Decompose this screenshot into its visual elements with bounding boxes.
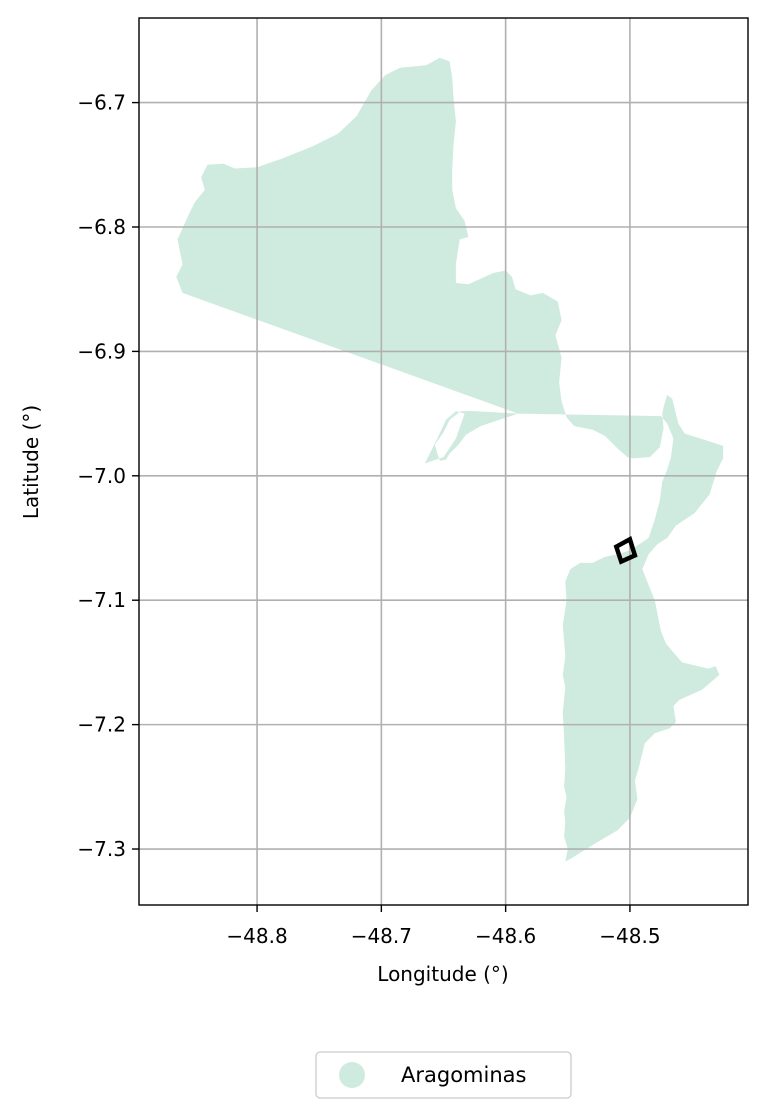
x-tick-label: −48.8 [226,924,287,948]
legend-box [315,1051,572,1099]
grid-lines [139,18,748,905]
x-tick-label: −48.7 [351,924,412,948]
x-tick-label: −48.5 [599,924,660,948]
plot-frame [138,17,749,906]
legend: Aragominas [315,1051,572,1099]
y-tick-label: −7.1 [77,588,126,612]
y-tick-label: −6.9 [77,339,126,363]
y-tick-label: −7.2 [77,713,126,737]
y-axis-label: Latitude (°) [19,405,43,519]
y-tick-label: −7.3 [77,837,126,861]
legend-label-aragominas: Aragominas [401,1063,526,1087]
x-axis-ticks: −48.8 −48.7 −48.6 −48.5 [226,905,661,948]
site-marker [613,536,638,565]
y-tick-label: −6.7 [77,91,126,115]
region-polygon-aragominas [176,57,724,862]
x-axis-label: Longitude (°) [377,962,508,986]
y-tick-label: −6.8 [77,215,126,239]
x-tick-label: −48.6 [475,924,536,948]
y-axis-ticks: −6.7 −6.8 −6.9 −7.0 −7.1 −7.2 −7.3 [77,91,139,861]
legend-swatch-aragominas [339,1062,365,1088]
y-tick-label: −7.0 [77,464,126,488]
